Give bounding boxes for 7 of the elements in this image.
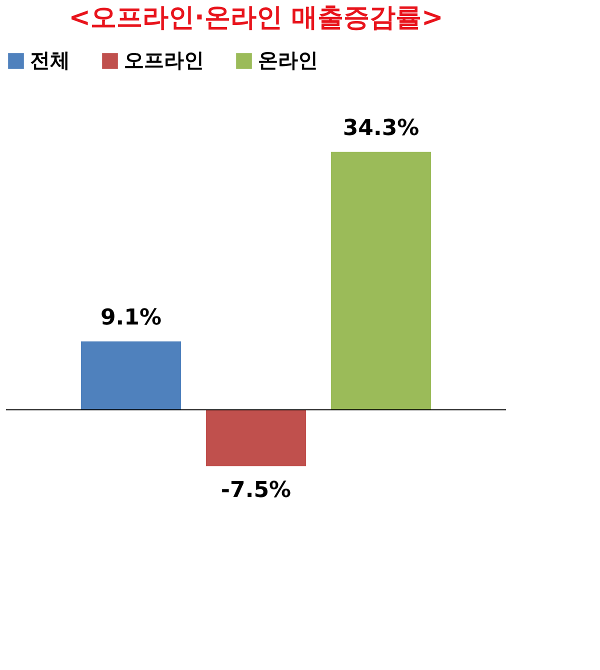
data-label: 9.1% (100, 305, 162, 330)
data-label: 34.3% (342, 116, 420, 141)
legend-label: 온라인 (258, 48, 318, 72)
legend-label: 오프라인 (124, 48, 204, 72)
chart-title: <오프라인·온라인 매출증감률> (68, 3, 444, 33)
legend-label: 전체 (30, 48, 70, 72)
data-label: -7.5% (220, 478, 292, 504)
